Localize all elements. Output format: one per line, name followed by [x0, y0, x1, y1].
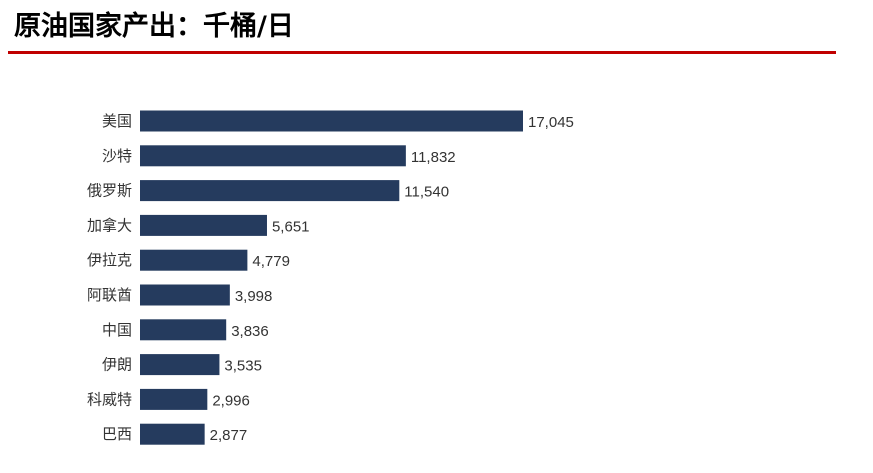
value-label: 11,540 — [404, 184, 449, 201]
value-label: 3,998 — [235, 288, 273, 305]
bar-8 — [140, 388, 208, 410]
value-label: 5,651 — [272, 218, 310, 235]
bar-6 — [140, 319, 227, 341]
value-label: 3,535 — [224, 358, 262, 375]
category-label: 阿联酋 — [87, 286, 132, 304]
bar-0 — [140, 110, 523, 132]
category-label: 伊拉克 — [87, 251, 132, 269]
value-label: 17,045 — [528, 114, 574, 131]
value-label: 2,996 — [212, 392, 250, 409]
bar-4 — [140, 249, 248, 271]
category-label: 俄罗斯 — [87, 182, 132, 200]
chart-title: 原油国家产出：千桶/日 — [14, 11, 294, 42]
category-label: 伊朗 — [102, 356, 132, 374]
category-label: 沙特 — [102, 147, 132, 165]
bar-1 — [140, 145, 406, 167]
category-label: 美国 — [102, 112, 132, 130]
bar-9 — [140, 423, 205, 445]
category-label: 科威特 — [87, 390, 132, 408]
bar-7 — [140, 354, 220, 376]
category-label: 巴西 — [102, 425, 132, 443]
bar-5 — [140, 284, 230, 306]
value-label: 4,779 — [252, 253, 290, 270]
bar-3 — [140, 214, 267, 236]
title-underline — [8, 51, 836, 54]
value-label: 11,832 — [411, 149, 456, 166]
category-label: 中国 — [102, 321, 132, 339]
value-label: 3,836 — [231, 323, 269, 340]
bar-2 — [140, 180, 400, 202]
category-label: 加拿大 — [87, 216, 132, 234]
value-label: 2,877 — [210, 427, 248, 444]
